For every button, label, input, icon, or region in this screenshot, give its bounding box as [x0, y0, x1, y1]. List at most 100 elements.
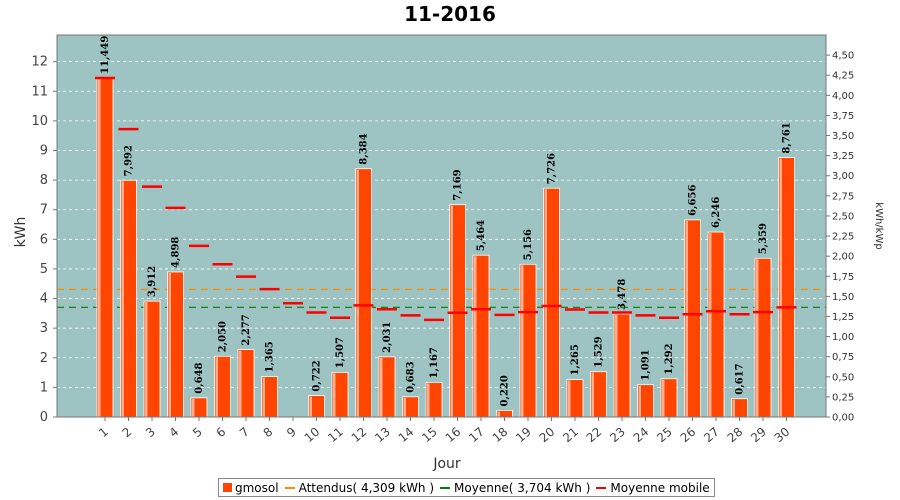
- y2-tick-label: 2,75: [832, 191, 854, 202]
- data-label: 0,683: [406, 361, 417, 392]
- bar-highlight: [98, 78, 101, 418]
- x-tick-label: 2: [120, 425, 135, 441]
- data-label: 1,167: [429, 347, 440, 378]
- y-tick-label: 2: [40, 351, 48, 366]
- y-tick-label: 0: [40, 410, 48, 425]
- y2-tick-label: 4,25: [832, 71, 854, 82]
- x-tick-label: 5: [190, 425, 205, 441]
- legend-item-moyenne-mobile: Moyenne mobile: [596, 481, 710, 495]
- x-tick-label: 11: [325, 425, 346, 446]
- bar-highlight: [615, 315, 618, 417]
- x-tick-label: 4: [167, 425, 182, 441]
- x-tick-label: 28: [725, 425, 746, 446]
- data-label: 1,507: [335, 337, 346, 368]
- x-tick-label: 8: [261, 425, 276, 441]
- legend-swatch: [284, 486, 295, 489]
- y-tick-label: 6: [40, 232, 48, 247]
- y2-tick-label: 1,00: [832, 332, 854, 343]
- legend-label: Attendus( 4,309 kWh ): [298, 480, 435, 495]
- y-tick-label: 1: [40, 380, 48, 395]
- bar-highlight: [638, 385, 641, 417]
- chart-title: 11-2016: [404, 2, 496, 26]
- bar-highlight: [544, 189, 547, 417]
- data-label: 6,246: [711, 197, 722, 228]
- x-tick-label: 1: [96, 425, 111, 441]
- x-tick-label: 6: [214, 425, 229, 441]
- x-tick-label: 20: [537, 425, 558, 446]
- y2-tick-label: 3,50: [832, 131, 854, 142]
- y2-tick-label: 2,50: [832, 211, 854, 222]
- data-label: 7,726: [547, 153, 558, 184]
- y2-tick-label: 0,25: [832, 392, 854, 403]
- bar-highlight: [521, 265, 524, 417]
- y-tick-label: 8: [40, 173, 48, 188]
- moving-average-markers: [95, 76, 797, 322]
- y2-tick-label: 0,75: [832, 352, 854, 363]
- x-axis: 1 2 3 4 5 6 7 8 9 10 11 12 13 14 15 16 17 18 19 20 21 22 23 24 2…: [96, 417, 792, 445]
- y-tick-label: 12: [31, 55, 48, 70]
- y-tick-label: 7: [40, 203, 48, 218]
- bar-highlight: [427, 383, 430, 417]
- x-tick-label: 30: [772, 425, 793, 446]
- bars: [96, 77, 795, 418]
- data-label: 7,992: [124, 145, 135, 176]
- x-tick-label: 16: [443, 425, 464, 446]
- legend-label: gmosol: [235, 480, 279, 495]
- y2-tick-label: 3,00: [832, 171, 854, 182]
- data-label: 1,292: [664, 343, 675, 374]
- data-label: 8,761: [782, 122, 793, 153]
- legend-item-moyenne: Moyenne( 3,704 kWh ): [440, 481, 590, 495]
- x-axis-label: Jour: [432, 456, 461, 472]
- x-tick-label: 10: [302, 425, 323, 446]
- y-tick-label: 11: [31, 84, 48, 99]
- bar-highlight: [709, 233, 712, 417]
- y-tick-label: 5: [40, 262, 48, 277]
- data-label: 5,359: [758, 223, 769, 254]
- data-label: 1,091: [641, 349, 652, 380]
- data-label: 0,722: [312, 360, 323, 391]
- bar-highlight: [662, 379, 665, 417]
- bar-highlight: [450, 205, 453, 417]
- legend-label: Moyenne( 3,704 kWh ): [454, 480, 591, 495]
- legend-swatch: [440, 486, 451, 489]
- data-label: 2,050: [218, 321, 229, 352]
- legend-swatch: [223, 483, 232, 492]
- y-tick-label: 10: [31, 114, 48, 129]
- data-label: 0,648: [194, 362, 205, 393]
- bar-highlight: [121, 181, 124, 417]
- data-label: 1,529: [594, 336, 605, 367]
- bar-highlight: [239, 350, 242, 417]
- y-tick-label: 4: [40, 292, 48, 307]
- x-tick-label: 17: [466, 425, 487, 446]
- legend-item-attendus: Attendus( 4,309 kWh ): [284, 480, 435, 495]
- y2-axis-label: kWh/kWp: [873, 202, 884, 249]
- x-tick-label: 21: [560, 425, 581, 446]
- x-tick-label: 14: [396, 425, 417, 446]
- bar-highlight: [215, 357, 218, 417]
- x-tick-label: 19: [513, 425, 534, 446]
- x-tick-label: 15: [419, 425, 440, 446]
- x-tick-label: 23: [607, 425, 628, 446]
- data-label: 2,277: [241, 314, 252, 345]
- y2-tick-label: 2,25: [832, 232, 854, 243]
- bar-highlight: [168, 272, 171, 417]
- x-tick-label: 22: [584, 425, 605, 446]
- bar-highlight: [309, 396, 312, 417]
- y2-tick-label: 0,00: [832, 413, 854, 424]
- x-tick-label: 7: [237, 425, 252, 441]
- x-tick-label: 13: [372, 425, 393, 446]
- data-label: 3,478: [617, 279, 628, 310]
- data-label: 8,384: [359, 133, 370, 164]
- y2-tick-label: 1,25: [832, 312, 854, 323]
- bar-highlight: [262, 377, 265, 417]
- data-label: 5,464: [476, 220, 487, 251]
- data-labels: 11,449 7,992 3,912 4,898 0,648 2,050 2,277 1,36…: [100, 36, 793, 407]
- bar-highlight: [333, 373, 336, 417]
- y2-axis: 0,00 0,25 0,50 0,75 1,00 1,25 1,50 1,75 2,00 2,25…: [826, 51, 854, 424]
- bar-highlight: [779, 158, 782, 417]
- legend-item-gmosol: gmosol: [223, 481, 279, 495]
- x-tick-label: 18: [490, 425, 511, 446]
- data-label: 0,220: [500, 375, 511, 406]
- legend: gmosol Attendus( 4,309 kWh ) Moyenne( 3,…: [218, 478, 715, 497]
- bar-highlight: [356, 169, 359, 417]
